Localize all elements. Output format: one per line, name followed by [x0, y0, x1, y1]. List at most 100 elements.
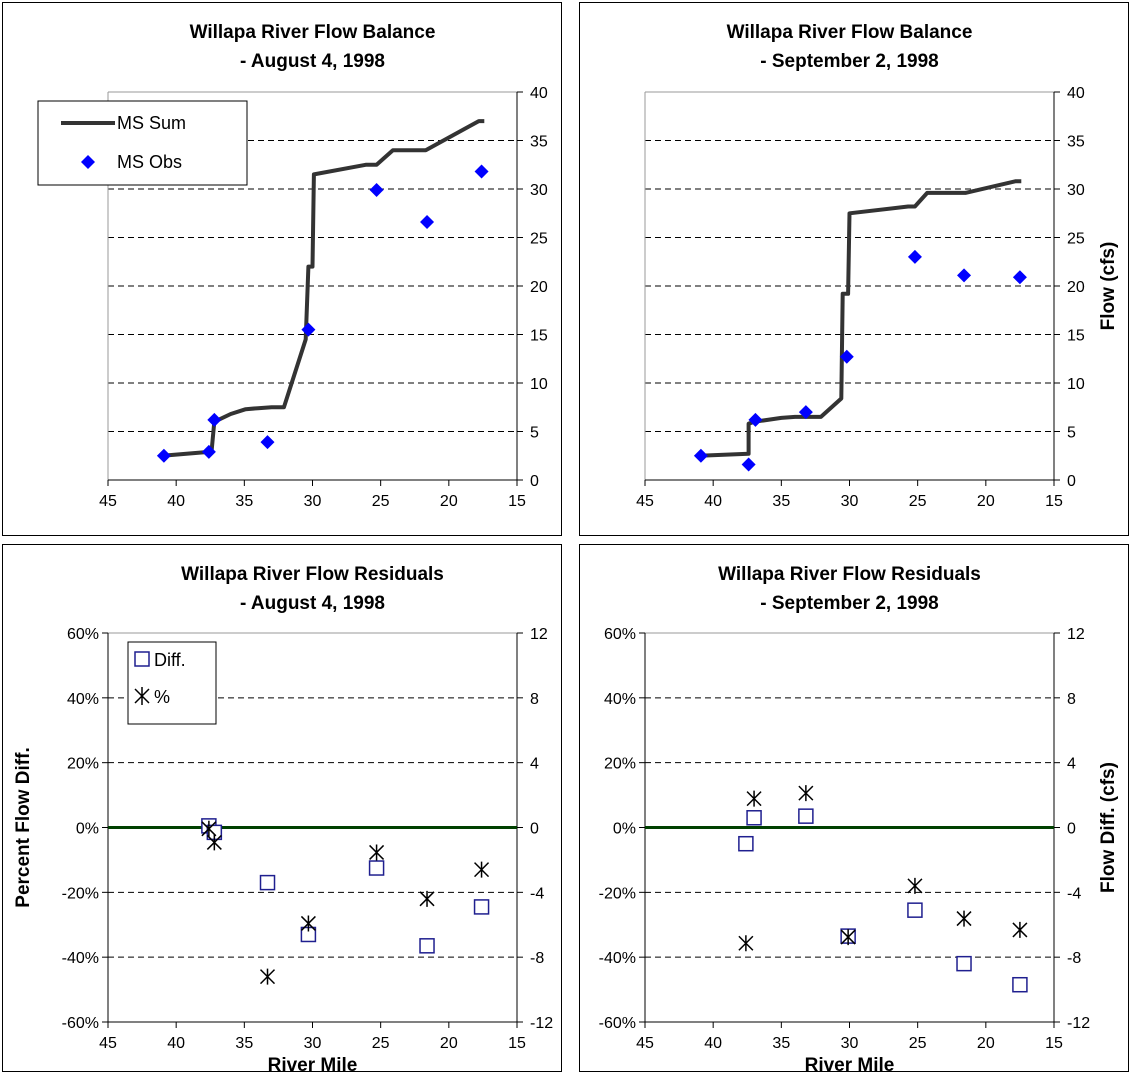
y-right-axis-label: Flow (cfs) — [1098, 242, 1119, 331]
data-point-diff — [419, 938, 435, 954]
y-left-tick-label: 0% — [76, 821, 99, 838]
y-left-tick-label: -40% — [62, 950, 99, 967]
x-tick-label: 40 — [167, 1035, 185, 1052]
y-left-tick-label: -40% — [599, 950, 636, 967]
data-point-percent — [1012, 921, 1028, 938]
data-point-ms-obs — [748, 412, 763, 427]
chart-flow-balance-august: Willapa River Flow Balance - August 4, 19… — [37, 22, 548, 510]
y-right-tick-label: 10 — [1067, 376, 1085, 393]
x-tick-label: 20 — [977, 493, 995, 510]
y-right-tick-label: 40 — [530, 85, 548, 102]
x-tick-label: 30 — [304, 493, 322, 510]
x-tick-label: 45 — [99, 493, 117, 510]
y-right-tick-label: 0 — [530, 473, 539, 490]
data-point-diff — [368, 860, 385, 876]
y-right-tick-label: 30 — [530, 182, 548, 199]
y-right-tick-label: -12 — [1067, 1015, 1090, 1032]
data-point-percent — [474, 861, 490, 878]
data-point-diff — [746, 810, 762, 826]
x-tick-label: 25 — [372, 493, 390, 510]
y-left-tick-label: -20% — [599, 885, 636, 902]
y-right-tick-label: 15 — [530, 328, 548, 345]
y-right-tick-label: -4 — [530, 885, 544, 902]
x-tick-label: 45 — [636, 493, 654, 510]
y-left-tick-label: -60% — [599, 1015, 636, 1032]
y-right-tick-label: -8 — [1067, 950, 1081, 967]
panel-flow-residuals-september: Willapa River Flow Residuals - September … — [579, 544, 1129, 1072]
panel-flow-balance-august: Willapa River Flow Balance - August 4, 19… — [2, 2, 562, 536]
data-point-ms-obs — [693, 448, 708, 463]
data-point-diff — [738, 835, 754, 852]
y-right-tick-label: -4 — [1067, 885, 1081, 902]
data-point-ms-obs — [474, 164, 489, 179]
data-point-ms-obs — [798, 405, 813, 420]
y-left-tick-label: 40% — [67, 691, 99, 708]
data-point-percent — [746, 790, 762, 807]
x-tick-label: 15 — [1045, 493, 1063, 510]
data-point-percent — [840, 929, 856, 946]
y-right-tick-label: 25 — [1067, 231, 1085, 248]
chart-subtitle: - August 4, 1998 — [240, 51, 385, 72]
legend-label-percent: % — [154, 687, 170, 707]
x-tick-label: 20 — [977, 1035, 995, 1052]
data-point-diff — [798, 808, 814, 824]
y-left-tick-label: 60% — [604, 626, 636, 643]
chart-title: Willapa River Flow Residuals — [181, 564, 444, 585]
data-point-ms-obs — [369, 182, 384, 197]
x-tick-label: 35 — [772, 1035, 790, 1052]
y-right-tick-label: 35 — [530, 134, 548, 151]
y-left-tick-label: 0% — [613, 821, 636, 838]
data-point-percent — [907, 877, 923, 894]
data-point-diff — [473, 899, 490, 915]
data-point-diff — [907, 902, 923, 918]
x-tick-label: 30 — [841, 493, 859, 510]
legend-swatch-ms-obs — [81, 155, 95, 169]
y-left-tick-label: 60% — [67, 626, 99, 643]
y-right-tick-label: -8 — [530, 950, 544, 967]
x-tick-label: 40 — [704, 493, 722, 510]
x-axis-label: River Mile — [268, 1055, 358, 1071]
data-point-ms-obs — [839, 349, 854, 364]
x-tick-label: 20 — [440, 493, 458, 510]
y-right-tick-label: 20 — [1067, 279, 1085, 296]
data-point-diff — [1012, 976, 1028, 993]
series-line-ms-sum — [699, 179, 1022, 458]
x-tick-label: 20 — [440, 1035, 458, 1052]
y-left-tick-label: -60% — [62, 1015, 99, 1032]
x-tick-label: 25 — [909, 1035, 927, 1052]
legend-swatch-percent — [134, 687, 150, 705]
y-right-tick-label: 0 — [1067, 473, 1076, 490]
data-point-ms-obs — [207, 412, 222, 427]
panel-flow-residuals-august: Willapa River Flow Residuals - August 4, … — [2, 544, 562, 1072]
legend-swatch-diff — [134, 651, 150, 667]
data-point-percent — [300, 915, 316, 932]
y-right-tick-label: 12 — [530, 626, 548, 643]
y-left-tick-label: 20% — [604, 756, 636, 773]
chart-flow-residuals-september: Willapa River Flow Residuals - September … — [599, 564, 1119, 1071]
y-right-tick-label: 20 — [530, 279, 548, 296]
legend-label-ms-obs: MS Obs — [117, 152, 182, 172]
y-left-tick-label: 40% — [604, 691, 636, 708]
data-point-percent — [201, 820, 217, 837]
data-point-ms-obs — [420, 214, 435, 229]
chart-title: Willapa River Flow Residuals — [718, 564, 981, 585]
y-right-tick-label: 5 — [1067, 425, 1076, 442]
y-right-tick-label: 8 — [1067, 691, 1076, 708]
data-point-ms-obs — [957, 268, 972, 283]
x-tick-label: 45 — [636, 1035, 654, 1052]
y-right-tick-label: 4 — [1067, 756, 1076, 773]
x-tick-label: 35 — [235, 493, 253, 510]
x-tick-label: 35 — [772, 493, 790, 510]
x-tick-label: 25 — [372, 1035, 390, 1052]
data-point-ms-obs — [156, 448, 171, 463]
chart-flow-residuals-august: Willapa River Flow Residuals - August 4, … — [13, 564, 553, 1071]
y-right-tick-label: 35 — [1067, 134, 1085, 151]
legend-label-diff: Diff. — [154, 650, 186, 670]
data-point-ms-obs — [907, 249, 922, 264]
data-point-ms-obs — [741, 457, 756, 472]
x-tick-label: 45 — [99, 1035, 117, 1052]
x-tick-label: 30 — [841, 1035, 859, 1052]
y-left-tick-label: 20% — [67, 756, 99, 773]
legend: MS Sum MS Obs — [37, 100, 248, 186]
data-point-ms-obs — [301, 322, 316, 337]
